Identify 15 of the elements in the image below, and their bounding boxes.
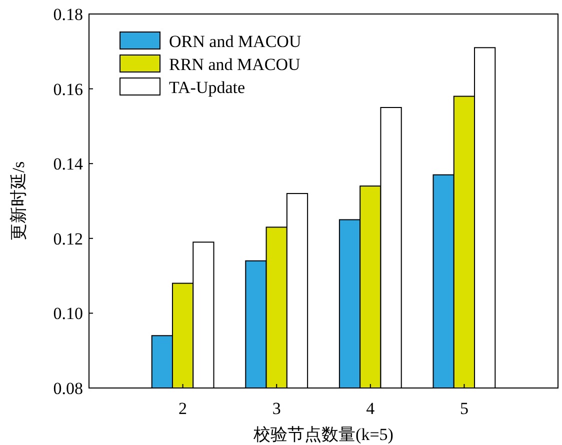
x-tick-label: 2 bbox=[178, 399, 188, 418]
legend-label: TA-Update bbox=[169, 78, 246, 97]
x-axis-title: 校验节点数量(k=5) bbox=[252, 425, 394, 444]
x-tick-label: 3 bbox=[272, 399, 281, 418]
y-tick-label: 0.14 bbox=[53, 154, 84, 174]
x-tick-label: 4 bbox=[366, 399, 376, 418]
y-tick-label: 0.18 bbox=[53, 5, 83, 24]
y-axis-title: 更新时延/s bbox=[9, 161, 28, 241]
legend-label: RRN and MACOU bbox=[169, 55, 300, 74]
legend-label: ORN and MACOU bbox=[169, 32, 302, 51]
y-tick-label: 0.12 bbox=[53, 229, 83, 248]
y-tick-label: 0.10 bbox=[53, 304, 83, 324]
y-tick-label: 0.08 bbox=[53, 379, 83, 398]
y-tick-label: 0.16 bbox=[53, 80, 83, 99]
x-tick-label: 5 bbox=[460, 399, 468, 418]
